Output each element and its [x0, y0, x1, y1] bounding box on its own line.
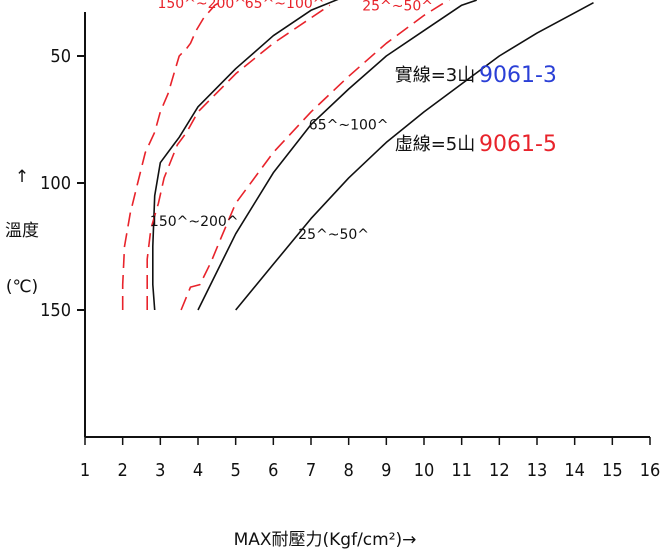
annotation-1: 150^~200^ — [150, 214, 239, 230]
x-tick-label-8: 8 — [344, 460, 354, 481]
x-tick-label-7: 7 — [306, 460, 316, 481]
y-tick-label-50: 50 — [50, 46, 71, 67]
series-line-solid-1 — [152, 0, 339, 311]
series-layer — [121, 0, 594, 311]
legend-solid-model: 9061-3 — [479, 63, 557, 88]
y-axis-arrow: ↑ — [15, 167, 29, 187]
series-line-solid-2 — [197, 0, 477, 311]
annotation-5: 65^~100^ — [245, 0, 325, 12]
y-axis-label: ↑ 溫度 (℃) — [5, 167, 39, 297]
legend-dashed-model: 9061-5 — [479, 132, 557, 157]
annotation-3: 65^~100^ — [309, 118, 389, 134]
y-tick-label-150: 150 — [40, 300, 71, 321]
series-line-solid-3 — [235, 1, 594, 311]
x-tick-label-4: 4 — [193, 460, 203, 481]
x-tick-label-15: 15 — [602, 460, 623, 481]
x-tick-label-9: 9 — [381, 460, 391, 481]
x-tick-label-12: 12 — [489, 460, 510, 481]
annotation-2: 25^~50^ — [298, 227, 369, 243]
x-tick-label-16: 16 — [640, 460, 661, 481]
x-tick-label-10: 10 — [414, 460, 435, 481]
legend-solid-label: 實線=3山 — [395, 65, 476, 86]
y-tick-label-100: 100 — [40, 173, 71, 194]
annotation-6: 25^~50^ — [362, 0, 433, 14]
x-axis-label: MAX耐壓力(Kgf/cm²)→ — [234, 530, 417, 550]
y-tick-label-25: 25 — [50, 0, 71, 4]
series-line-dashed-6 — [180, 0, 450, 311]
x-tick-label-1: 1 — [80, 460, 90, 481]
series-line-dashed-4 — [121, 0, 226, 310]
x-tick-label-3: 3 — [155, 460, 165, 481]
y-ticks: 25 50 100 150 — [40, 0, 85, 321]
x-tick-label-6: 6 — [268, 460, 278, 481]
legend-dashed-label: 虛線=5山 — [395, 134, 476, 155]
y-axis-label-line-1: 溫度 — [5, 221, 39, 241]
annotation-layer: 150^~200^25^~50^65^~100^150^~200^65^~100… — [150, 0, 433, 243]
x-tick-label-13: 13 — [527, 460, 548, 481]
series-line-dashed-5 — [146, 4, 331, 310]
y-axis-label-line-2: (℃) — [6, 277, 38, 297]
x-tick-label-5: 5 — [231, 460, 241, 481]
legend: 實線=3山 9061-3 虛線=5山 9061-5 — [395, 63, 557, 157]
x-tick-label-2: 2 — [118, 460, 128, 481]
x-ticks: 1 2 3 4 5 6 7 8 9 10 11 12 13 14 15 16 — [80, 437, 660, 481]
x-tick-label-14: 14 — [564, 460, 585, 481]
axes — [84, 12, 650, 438]
x-tick-label-11: 11 — [451, 460, 472, 481]
annotation-4: 150^~200^ — [157, 0, 246, 12]
